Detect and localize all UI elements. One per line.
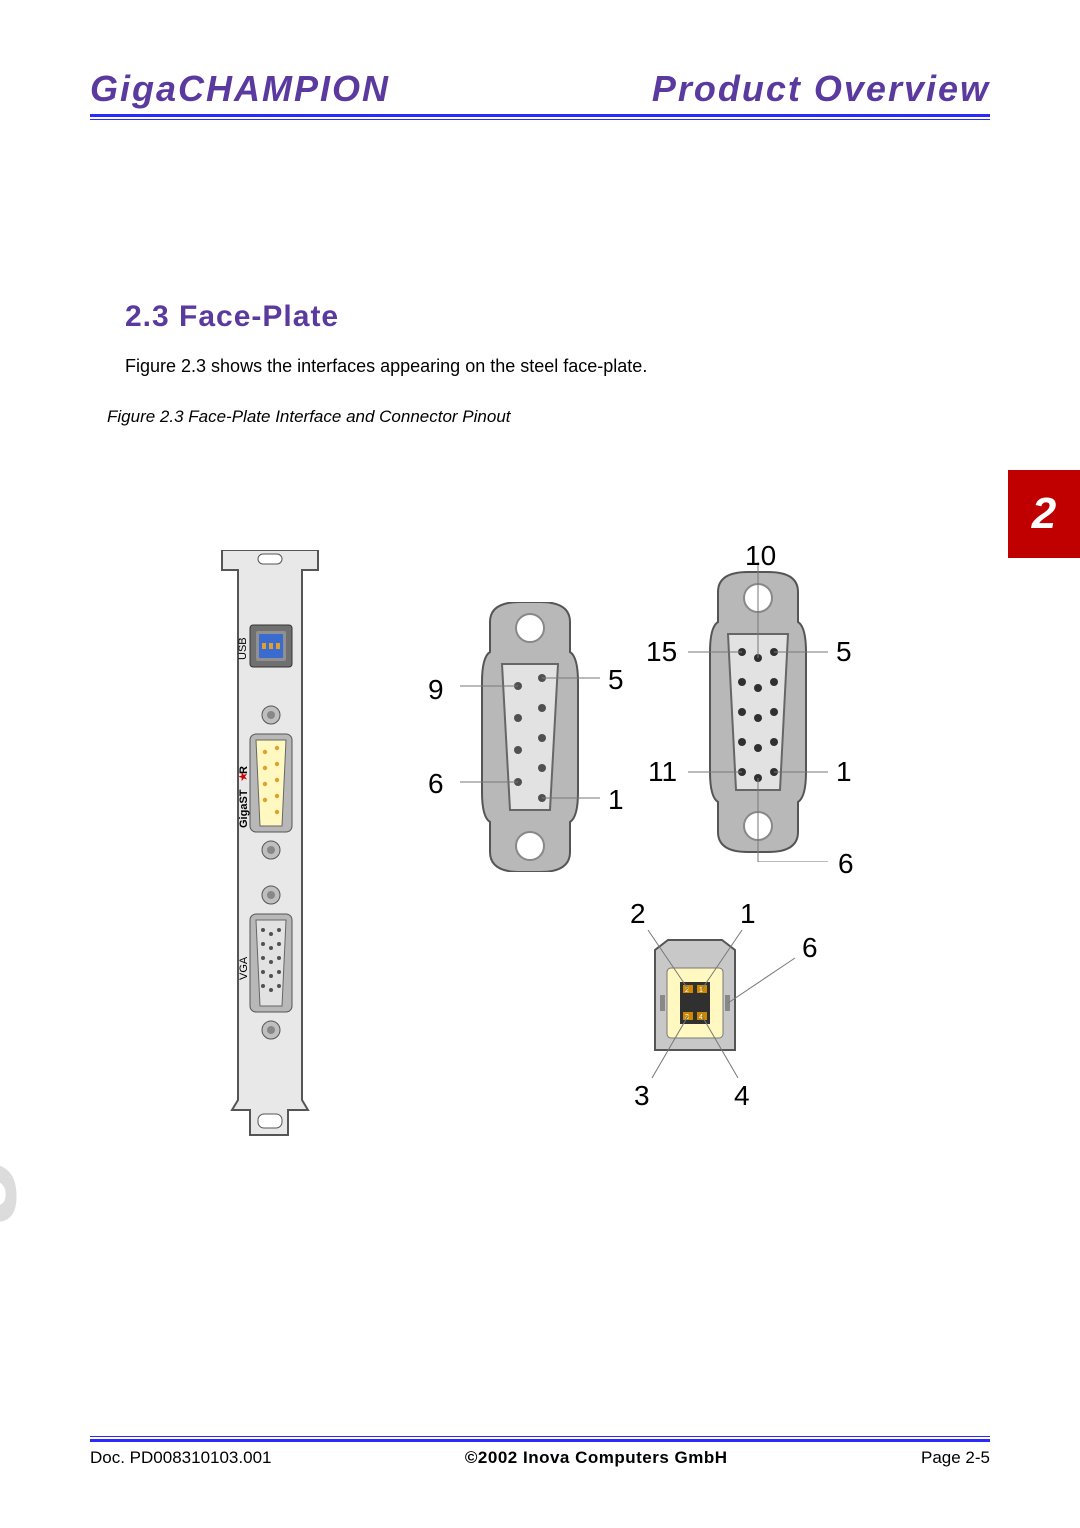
faceplate-usb-label: USB: [237, 637, 249, 660]
faceplate-vga-label: VGA: [238, 956, 250, 980]
chapter-number: 2: [1032, 489, 1056, 539]
header-rule-thin: [90, 119, 990, 120]
section-title: 2.3 Face-Plate: [125, 300, 990, 334]
footer-doc-id: Doc. PD008310103.001: [90, 1448, 271, 1468]
db9-pin-9: 9: [428, 674, 444, 706]
figure-area: USB GigaST ★ R VGA: [210, 540, 970, 1170]
usb-pin-2: 2: [630, 898, 646, 930]
header-rule-bold: [90, 114, 990, 117]
footer-copyright: ©2002 Inova Computers GmbH: [465, 1448, 728, 1468]
footer-page-num: Page 2-5: [921, 1448, 990, 1468]
watermark-text: GigaCHAMPION: [0, 455, 20, 1343]
faceplate-diagram: USB GigaST ★ R VGA: [210, 550, 320, 1140]
usb-pin-4: 4: [734, 1080, 750, 1112]
figure-caption: Figure 2.3 Face-Plate Interface and Conn…: [107, 407, 990, 427]
hd15-pin-5: 5: [836, 636, 852, 668]
section-body: Figure 2.3 shows the interfaces appearin…: [125, 356, 990, 377]
content-area: 2.3 Face-Plate Figure 2.3 shows the inte…: [125, 300, 990, 457]
hd15-pin-1: 1: [836, 756, 852, 788]
page-header: GigaCHAMPION Product Overview: [90, 68, 990, 120]
page-footer: Doc. PD008310103.001 ©2002 Inova Compute…: [90, 1436, 990, 1468]
footer-rule-thin: [90, 1436, 990, 1437]
header-product-name: GigaCHAMPION: [90, 68, 390, 110]
hd15-pin-10: 10: [745, 540, 776, 572]
usb-pin-1: 1: [740, 898, 756, 930]
usb-pin-6: 6: [802, 932, 818, 964]
usb-pinout-diagram: 2 1 3 4: [560, 910, 830, 1110]
db9-pin-1: 1: [608, 784, 624, 816]
header-section-name: Product Overview: [652, 68, 990, 110]
db9-pin-6: 6: [428, 768, 444, 800]
usb-pin-3: 3: [634, 1080, 650, 1112]
hd15-pinout-diagram: [688, 562, 828, 862]
hd15-pin-6: 6: [838, 848, 854, 880]
footer-rule-bold: [90, 1439, 990, 1442]
faceplate-gigastar-label: GigaST: [238, 789, 250, 828]
hd15-pin-11: 11: [648, 756, 677, 788]
db9-pinout-diagram: [460, 602, 600, 872]
chapter-tab: 2: [1008, 470, 1080, 558]
db9-pin-5: 5: [608, 664, 624, 696]
svg-text:R: R: [238, 766, 250, 774]
hd15-pin-15: 15: [646, 636, 677, 668]
